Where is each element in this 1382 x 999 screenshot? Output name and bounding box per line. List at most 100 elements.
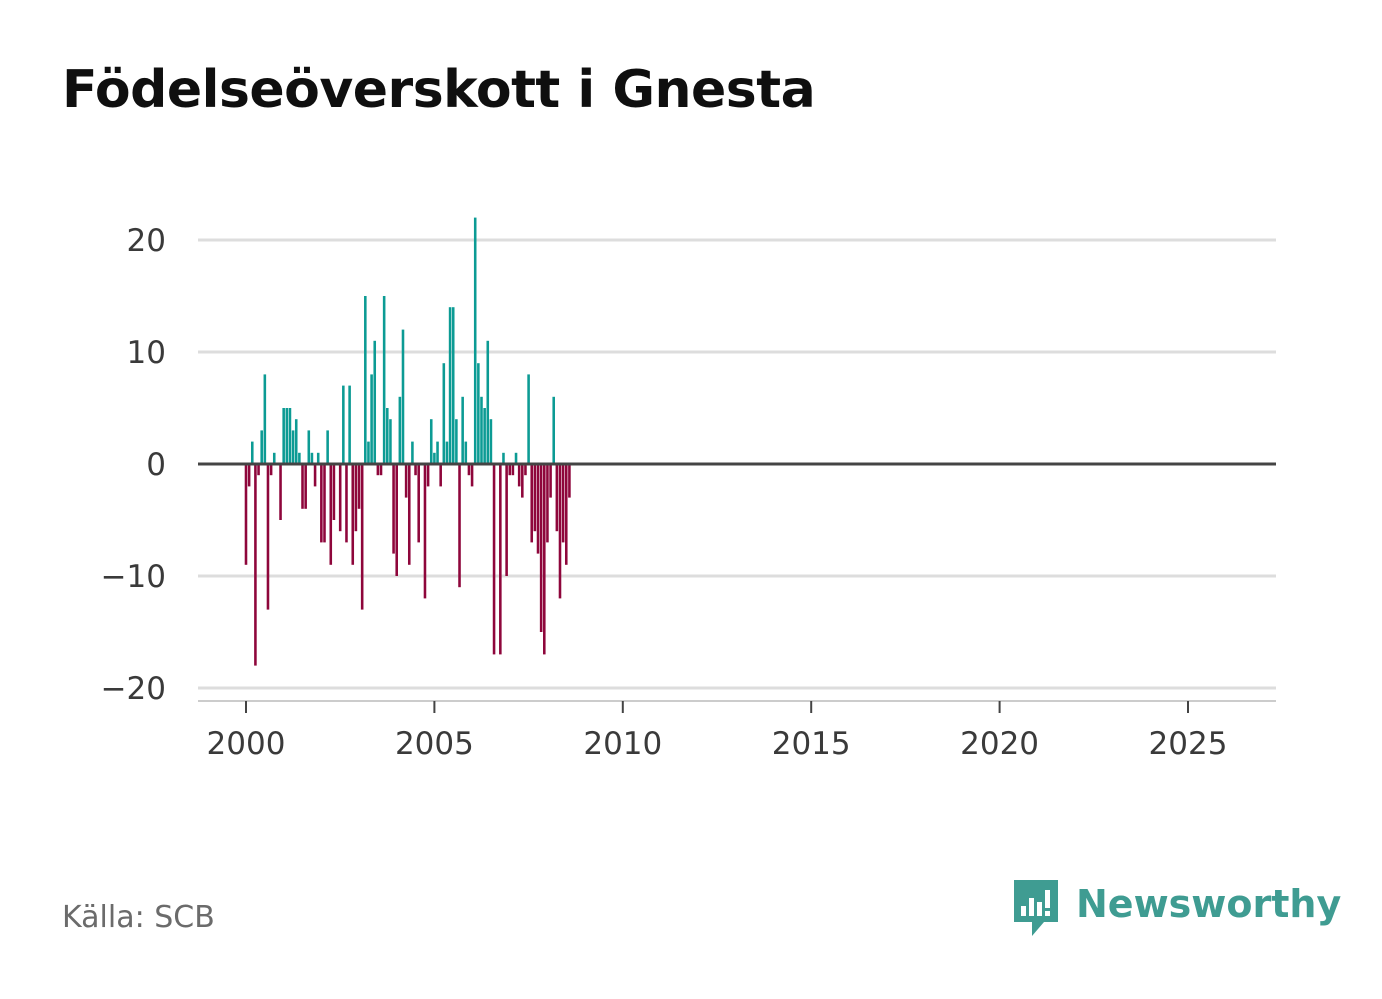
bar (521, 464, 524, 498)
bar (483, 408, 486, 464)
bar (404, 464, 408, 498)
bar (499, 464, 502, 655)
bar (323, 464, 326, 543)
bar (288, 408, 292, 464)
bar (470, 464, 474, 487)
y-tick-label: −10 (101, 559, 166, 595)
bar (524, 464, 527, 476)
bar (386, 408, 389, 464)
bar (398, 396, 402, 464)
x-tick-label: 2005 (395, 726, 474, 762)
bar (455, 419, 458, 464)
bar (389, 419, 392, 464)
x-tick-label: 2025 (1149, 726, 1228, 762)
bar (439, 464, 442, 487)
bar (445, 441, 449, 464)
x-tick-label: 2000 (207, 726, 286, 762)
bar (304, 464, 307, 509)
chart-title: Födelseöverskott i Gnesta (62, 60, 816, 120)
bar (294, 419, 298, 464)
bar (351, 464, 355, 565)
x-tick-label: 2010 (583, 726, 662, 762)
bar (263, 374, 267, 464)
bar (486, 340, 490, 464)
bar (433, 452, 436, 464)
bar (564, 464, 568, 565)
bar (254, 464, 257, 666)
bar (480, 396, 483, 464)
bar (329, 464, 333, 565)
bar (382, 296, 386, 464)
bar (395, 464, 398, 576)
bar (332, 464, 336, 520)
bar (429, 419, 433, 464)
bar (376, 464, 380, 476)
bar (426, 464, 430, 487)
bar (467, 464, 471, 476)
bar (257, 464, 260, 476)
bar (477, 363, 480, 464)
bar (505, 464, 508, 576)
bar (451, 307, 455, 464)
bar (401, 329, 405, 464)
bar (367, 441, 370, 464)
bar (502, 452, 505, 464)
bar (411, 441, 414, 464)
bar (342, 385, 345, 464)
bar (360, 464, 364, 610)
bar (555, 464, 559, 532)
bar (298, 452, 301, 464)
y-tick-label: −20 (101, 671, 166, 707)
bar (489, 419, 493, 464)
brand-name: Newsworthy (1076, 882, 1342, 926)
bar (269, 464, 273, 476)
bar (354, 464, 358, 532)
bar (436, 441, 439, 464)
bar (379, 464, 383, 476)
bar (511, 464, 515, 476)
bar (464, 441, 468, 464)
bar (448, 307, 452, 464)
bar (244, 464, 248, 565)
x-tick-label: 2015 (772, 726, 851, 762)
bar (561, 464, 565, 543)
axes (198, 462, 1276, 713)
bar (285, 408, 289, 464)
bar (543, 464, 546, 655)
y-tick-label: 20 (127, 223, 166, 259)
x-tick-label: 2020 (960, 726, 1039, 762)
bar (272, 452, 276, 464)
bar (392, 464, 395, 554)
y-tick-label: 0 (146, 447, 166, 483)
grid-lines (198, 238, 1276, 690)
bar (461, 396, 464, 464)
bar (533, 464, 537, 532)
newsworthy-logo-icon (1014, 880, 1058, 936)
bar-series (244, 217, 571, 666)
bar (364, 296, 367, 464)
source-label: Källa: SCB (62, 900, 215, 935)
bar (291, 430, 295, 464)
bar (530, 464, 534, 543)
bar (247, 464, 251, 487)
bar (458, 464, 461, 588)
bar (423, 464, 427, 599)
bar (552, 396, 555, 464)
bar (549, 464, 552, 498)
bar (514, 452, 518, 464)
bar (316, 452, 320, 464)
bar (407, 464, 411, 565)
bar (320, 464, 323, 543)
brand-logo: Newsworthy (1010, 876, 1341, 940)
bar (266, 464, 270, 610)
bar (558, 464, 562, 599)
bar (417, 464, 420, 543)
bar (492, 464, 496, 655)
bar (370, 374, 373, 464)
bar (473, 217, 477, 464)
bar (282, 408, 285, 464)
bar (260, 430, 263, 464)
bar (546, 464, 549, 543)
